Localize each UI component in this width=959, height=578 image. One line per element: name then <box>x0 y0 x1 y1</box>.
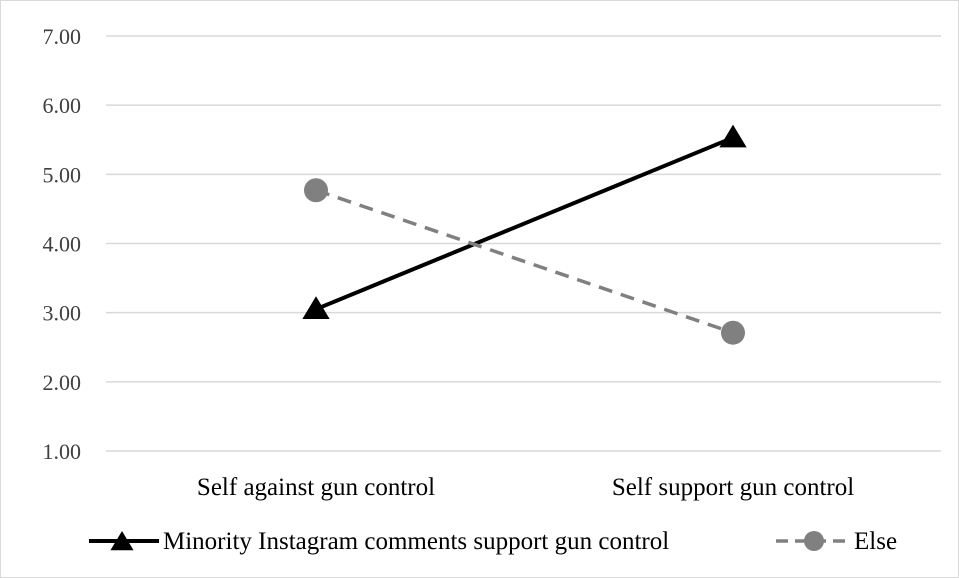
y-tick-label: 2.00 <box>43 370 82 395</box>
legend: Minority Instagram comments support gun … <box>89 528 897 555</box>
data-point-circle <box>721 320 745 345</box>
series-else <box>304 178 745 345</box>
x-category-label: Self support gun control <box>612 474 854 501</box>
series-layer <box>302 124 747 345</box>
series-line <box>315 188 734 335</box>
x-category-label: Self against gun control <box>197 474 435 501</box>
data-point-triangle <box>719 124 747 148</box>
data-point-circle <box>304 178 328 203</box>
y-tick-label: 7.00 <box>43 24 82 49</box>
legend-marker-triangle <box>110 531 134 551</box>
x-axis-categories: Self against gun control Self support gun… <box>197 474 854 501</box>
data-point-triangle <box>302 296 330 319</box>
legend-label-else: Else <box>854 528 897 555</box>
legend-label-minority: Minority Instagram comments support gun … <box>163 528 669 555</box>
y-tick-label: 4.00 <box>43 232 82 257</box>
series-line <box>315 135 734 312</box>
y-tick-label: 3.00 <box>43 301 82 326</box>
series-minority-comments <box>302 124 747 319</box>
gridlines <box>106 35 941 452</box>
y-axis-ticks: 1.00 2.00 3.00 4.00 5.00 6.00 7.00 <box>43 24 82 464</box>
legend-marker-circle <box>804 531 824 551</box>
y-tick-label: 1.00 <box>43 439 82 464</box>
y-tick-label: 5.00 <box>43 162 82 187</box>
y-tick-label: 6.00 <box>43 93 82 118</box>
